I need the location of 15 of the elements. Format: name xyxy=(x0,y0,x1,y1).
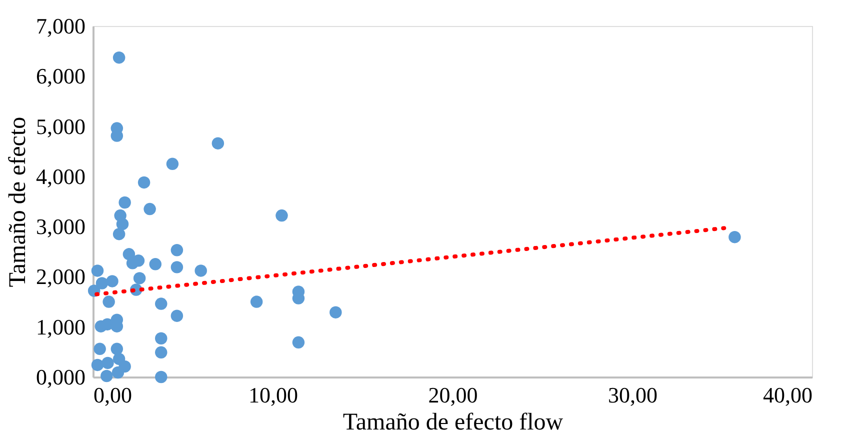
x-tick-label: 30,00 xyxy=(608,382,658,408)
x-tick-label: 40,00 xyxy=(763,382,812,408)
y-axis-title: Tamaño de efecto xyxy=(5,116,31,288)
y-tick-label: 4,000 xyxy=(36,164,86,189)
y-tick-label: 0,000 xyxy=(36,364,86,390)
x-tick-label: 10,00 xyxy=(248,382,298,408)
y-tick-label: 5,000 xyxy=(36,114,86,139)
x-tick-label: 20,00 xyxy=(428,382,478,408)
y-tick-label: 2,000 xyxy=(36,264,86,290)
x-tick-label: 0,00 xyxy=(94,382,132,408)
y-tick-label: 1,000 xyxy=(36,314,86,340)
y-tick-label: 7,000 xyxy=(36,14,86,38)
x-axis-title: Tamaño de efecto flow xyxy=(342,410,564,436)
y-tick-label: 3,000 xyxy=(36,214,86,240)
y-tick-label: 6,000 xyxy=(36,64,86,89)
